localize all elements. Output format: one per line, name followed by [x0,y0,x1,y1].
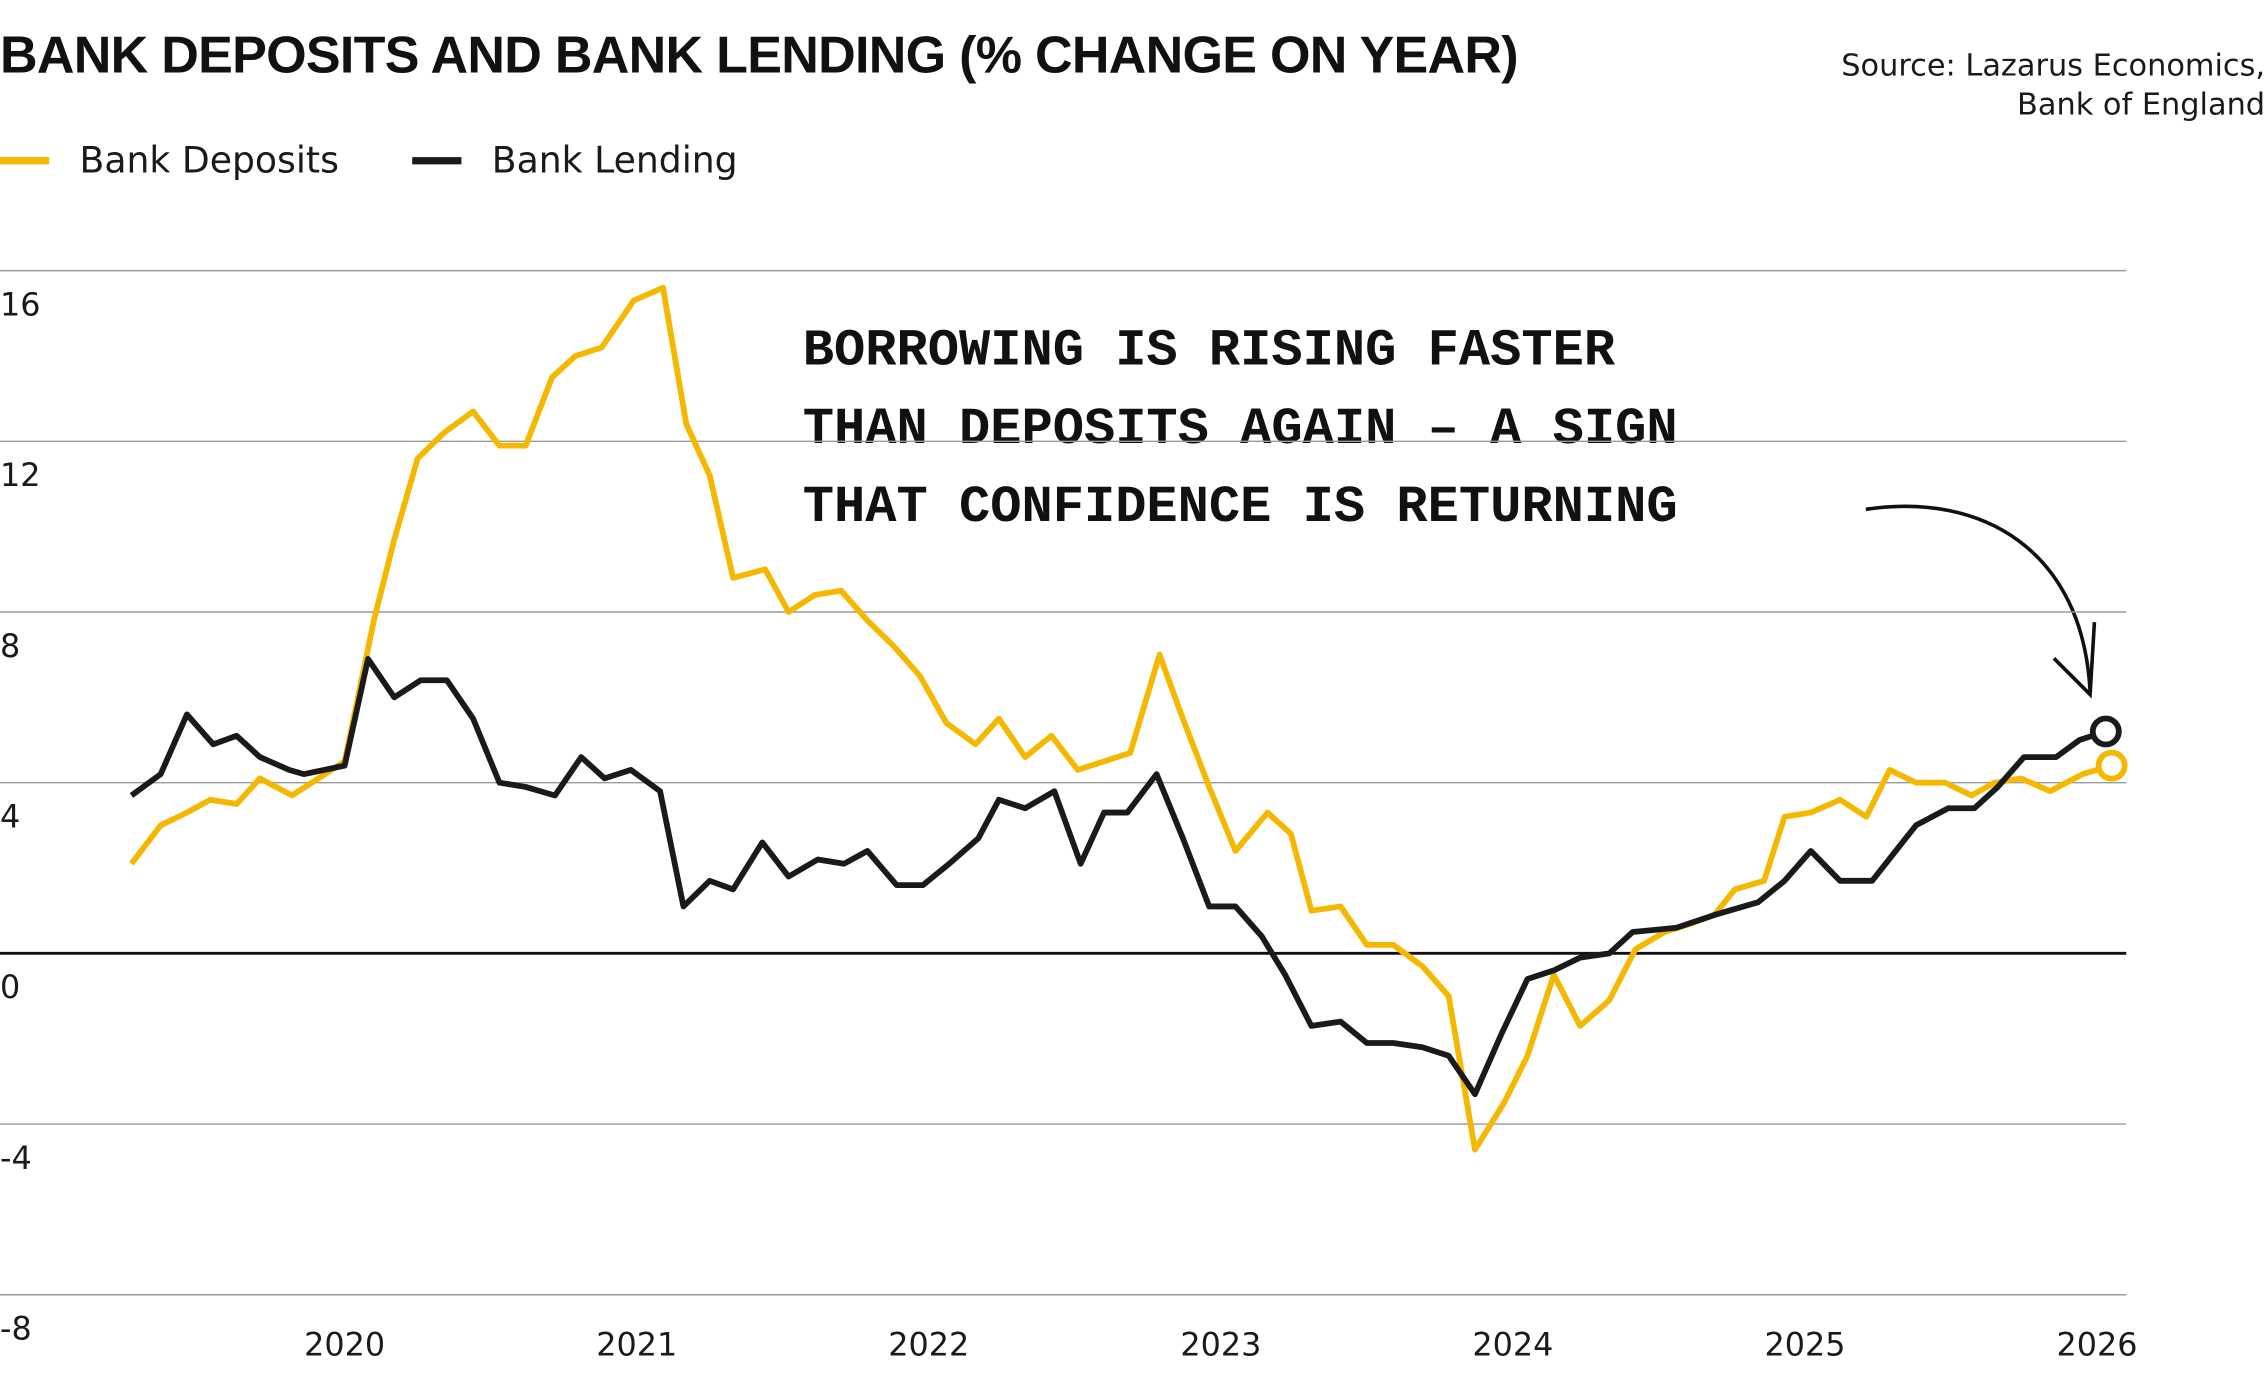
source: Source: Lazarus Economics, [1841,48,2265,83]
x-tick-label: 2025 [1764,1325,1845,1363]
end-marker [2095,749,2128,782]
annotation: THAT CONFIDENCE IS RETURNING [803,478,1678,537]
annotation: BORROWING IS RISING FASTER [803,322,1616,381]
y-tick-label: -8 [0,1310,32,1348]
x-tick-label: 2020 [304,1325,385,1363]
legend-label: Bank Lending [492,138,738,181]
series-line [129,284,2113,1153]
x-tick-label: 2026 [2057,1325,2138,1363]
annotation-arrow [1865,504,2092,692]
y-tick-label: -4 [0,1139,32,1177]
x-tick-label: 2023 [1180,1325,1261,1363]
x-tick-label: 2021 [596,1325,677,1363]
y-tick-label: 16 [0,285,40,323]
y-tick-label: 0 [0,968,20,1006]
y-tick-label: 8 [0,627,20,665]
annotation: THAN DEPOSITS AGAIN – A SIGN [803,400,1678,459]
source: Bank of England [2017,87,2265,122]
series-line [129,656,2107,1098]
x-tick-label: 2024 [1472,1325,1553,1363]
plot: 16 12 8 4 0 -4 -8 2020 2021 2022 2023 2024 2025 2026 B… [0,138,2138,1363]
legend-label: Bank Deposits [80,138,339,181]
end-marker [2089,715,2122,748]
y-tick-label: 4 [0,798,20,836]
x-tick-label: 2022 [888,1325,969,1363]
chart-title: BANK DEPOSITS AND BANK LENDING (% CHANGE… [0,26,1518,84]
y-tick-label: 12 [0,456,40,494]
arrow-head [2052,622,2097,699]
